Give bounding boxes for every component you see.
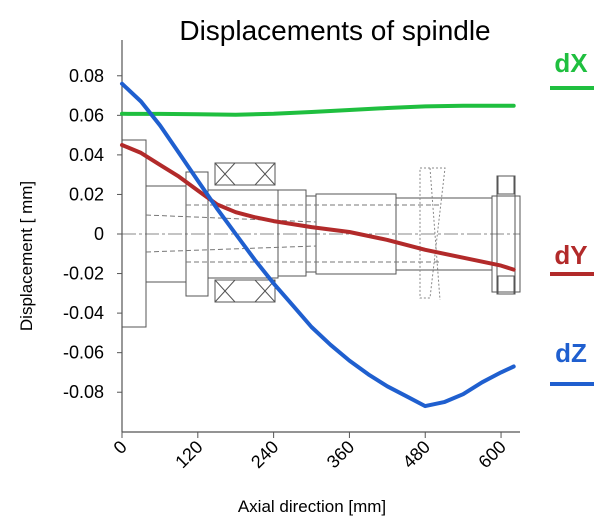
y-axis-label: Displacement [ mm] xyxy=(17,181,36,331)
x-tick-label: 600 xyxy=(474,437,509,472)
x-tick-label: 120 xyxy=(171,437,206,472)
legend: dX dY dZ xyxy=(550,48,594,386)
legend-label-dX: dX xyxy=(554,48,588,78)
x-tick-label: 0 xyxy=(110,437,131,458)
chart-title: Displacements of spindle xyxy=(179,15,490,46)
series-lines xyxy=(120,81,516,409)
legend-label-dZ: dZ xyxy=(555,338,587,368)
y-tick-label: -0.08 xyxy=(63,382,104,402)
y-tick-label: -0.06 xyxy=(63,343,104,363)
x-tick-label: 360 xyxy=(323,437,358,472)
legend-label-dY: dY xyxy=(554,240,587,270)
y-tick-label: 0.02 xyxy=(69,184,104,204)
series-line-dX xyxy=(120,103,516,117)
y-tick-label: 0 xyxy=(94,224,104,244)
y-tick-label: 0.04 xyxy=(69,145,104,165)
x-ticks: 0 120 240 360 480 600 xyxy=(110,432,510,472)
y-ticks: 0.08 0.06 0.04 0.02 0 -0.02 -0.04 -0.06 -0.08 xyxy=(63,66,122,402)
y-tick-label: 0.08 xyxy=(69,66,104,86)
x-axis-label: Axial direction [mm] xyxy=(238,497,386,516)
x-tick-label: 480 xyxy=(399,437,434,472)
spindle-schematic xyxy=(121,139,521,328)
series-line-dY xyxy=(120,143,516,272)
y-tick-label: 0.06 xyxy=(69,105,104,125)
y-tick-label: -0.04 xyxy=(63,303,104,323)
y-tick-label: -0.02 xyxy=(63,264,104,284)
axes xyxy=(121,40,520,433)
series-line-dZ xyxy=(120,81,516,409)
x-tick-label: 240 xyxy=(247,437,282,472)
